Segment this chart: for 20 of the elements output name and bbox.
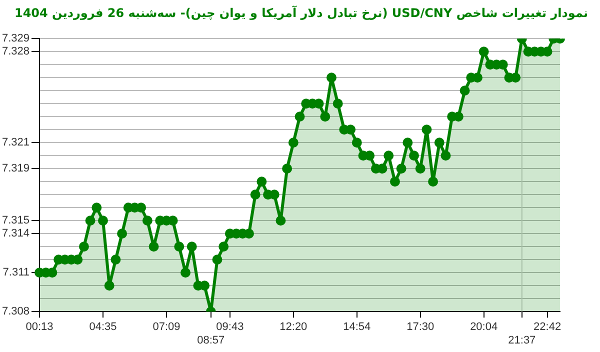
y-tick-label: 7.321 bbox=[2, 136, 30, 149]
x-tick-label: 14:54 bbox=[343, 321, 371, 334]
x-tick-label: 08:57 bbox=[197, 334, 225, 346]
x-tick-label: 09:43 bbox=[216, 321, 244, 334]
x-tick-label: 22:42 bbox=[534, 321, 562, 334]
x-tick-label: 12:20 bbox=[280, 321, 308, 334]
y-tick-label: 7.315 bbox=[2, 214, 30, 227]
y-tick-label: 7.329 bbox=[2, 32, 30, 45]
y-tick-label: 7.319 bbox=[2, 162, 30, 175]
x-tick-label: 17:30 bbox=[406, 321, 434, 334]
y-tick-label: 7.314 bbox=[2, 228, 30, 240]
y-tick-label: 7.311 bbox=[2, 266, 30, 279]
x-tick-label: 21:37 bbox=[508, 334, 536, 346]
y-tick-label: 7.308 bbox=[2, 306, 30, 318]
x-tick-label: 00:13 bbox=[26, 321, 54, 334]
x-tick-label: 20:04 bbox=[470, 321, 498, 334]
x-tick-label: 07:09 bbox=[152, 321, 180, 334]
chart-title: نمودار تغییرات شاخص USD/CNY (نرخ تبادل دلار آمریکا و یوان چین)- سه‌شنبه 26 فروردین 1404 bbox=[13, 6, 588, 20]
y-tick-label: 7.328 bbox=[2, 46, 30, 58]
x-tick-label: 04:35 bbox=[89, 321, 117, 334]
